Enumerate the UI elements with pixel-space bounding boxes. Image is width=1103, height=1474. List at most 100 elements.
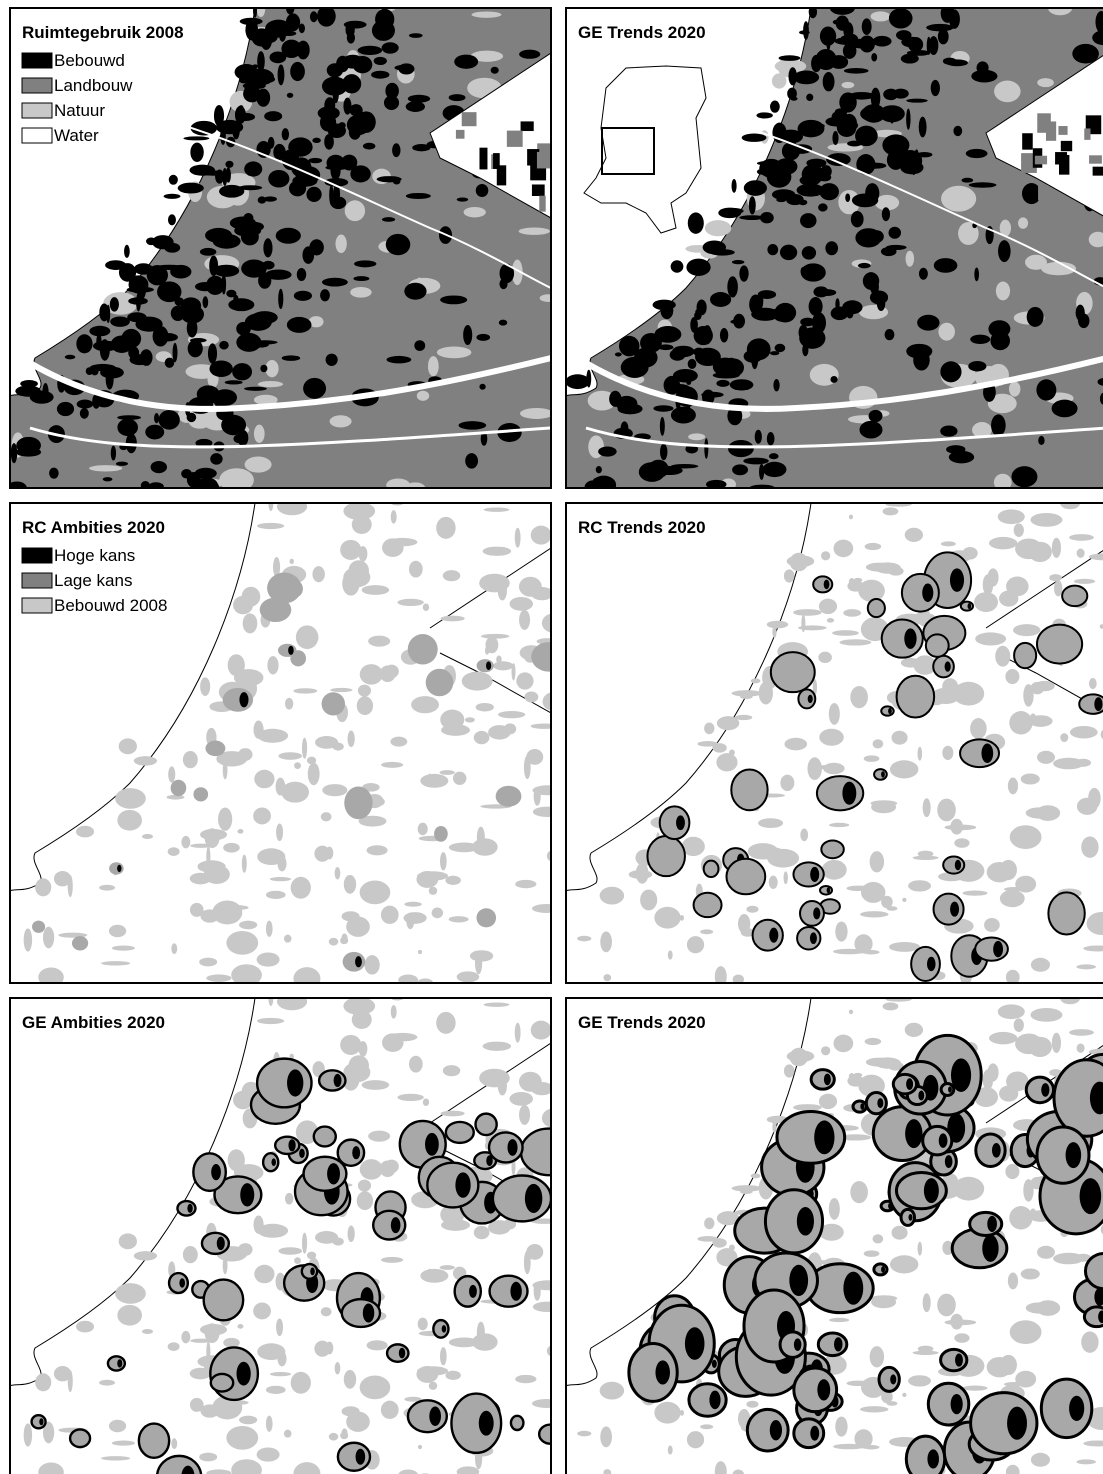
built-area — [187, 413, 197, 422]
built-2008 — [839, 639, 871, 645]
built-2008 — [542, 613, 566, 632]
map-figure: Ruimtegebruik 2008BebouwdLandbouwNatuurW… — [0, 0, 1103, 1474]
built-area — [146, 237, 156, 245]
built-2008 — [212, 900, 242, 924]
built-area — [375, 9, 394, 30]
built-2008 — [406, 913, 414, 929]
built-2008 — [291, 877, 311, 899]
built-area — [863, 272, 879, 290]
high-chance — [236, 1362, 250, 1386]
built-area — [830, 55, 849, 69]
high-chance — [794, 1338, 802, 1351]
built-area — [221, 415, 246, 435]
built-2008 — [293, 967, 320, 990]
built-2008 — [843, 609, 861, 617]
built-2008 — [277, 993, 307, 1010]
high-chance — [808, 695, 813, 703]
built-area — [591, 476, 616, 494]
built-area — [324, 134, 334, 150]
built-area — [124, 245, 130, 258]
built-2008 — [228, 654, 245, 676]
built-area — [1052, 400, 1078, 418]
built-area — [830, 376, 837, 383]
built-area — [322, 77, 347, 96]
built-area — [971, 70, 997, 83]
built-2008 — [302, 1233, 307, 1254]
built-area — [117, 419, 138, 436]
high-chance — [288, 646, 294, 655]
built-area — [80, 408, 89, 419]
built-area — [263, 238, 272, 257]
built-2008 — [746, 1401, 758, 1408]
built-area — [778, 130, 803, 144]
built-2008 — [285, 1193, 293, 1205]
built-area — [841, 35, 852, 40]
built-2008 — [700, 929, 713, 934]
high-chance — [904, 628, 916, 649]
built-2008 — [360, 881, 391, 905]
built-2008 — [908, 1375, 931, 1386]
high-chance — [117, 865, 121, 872]
built-2008 — [237, 829, 243, 834]
built-2008 — [474, 731, 490, 744]
built-area — [392, 143, 400, 157]
polder-field — [1093, 167, 1103, 176]
built-area — [966, 149, 988, 158]
built-2008 — [380, 665, 396, 682]
built-2008 — [1030, 513, 1062, 527]
built-2008 — [890, 1255, 918, 1273]
built-area — [159, 410, 180, 430]
built-2008 — [266, 1386, 286, 1394]
built-area — [173, 343, 178, 362]
nature-area — [464, 207, 486, 218]
built-area — [449, 94, 466, 101]
polder-field — [1035, 156, 1047, 165]
built-2008 — [850, 686, 868, 708]
built-area — [476, 334, 490, 341]
built-2008 — [257, 848, 285, 865]
low-chance — [926, 634, 949, 656]
built-2008 — [76, 826, 94, 838]
built-area — [354, 260, 376, 267]
panel-title: GE Trends 2020 — [578, 1013, 706, 1032]
polder-field — [1089, 155, 1102, 163]
panel-title: RC Trends 2020 — [578, 518, 706, 537]
built-2008 — [498, 1076, 507, 1095]
built-2008 — [285, 698, 293, 710]
built-2008 — [1000, 860, 1017, 880]
built-area — [934, 258, 958, 273]
built-2008 — [294, 762, 301, 769]
built-area — [695, 348, 721, 366]
built-2008 — [821, 1046, 830, 1055]
built-area — [241, 259, 267, 277]
low-chance — [476, 908, 496, 927]
built-area — [236, 333, 261, 352]
low-chance — [304, 1157, 347, 1191]
polder-field — [1055, 152, 1067, 164]
built-2008 — [932, 688, 960, 704]
built-2008 — [168, 1342, 180, 1351]
built-area — [671, 407, 696, 424]
high-chance — [179, 1278, 185, 1287]
built-2008 — [418, 1318, 428, 1331]
built-2008 — [181, 1331, 190, 1344]
built-2008 — [112, 1441, 135, 1446]
high-chance — [981, 744, 993, 763]
built-area — [919, 268, 928, 280]
built-area — [290, 62, 305, 81]
built-2008 — [1000, 1355, 1017, 1375]
built-area — [219, 185, 244, 198]
built-2008 — [294, 1257, 301, 1264]
low-chance — [726, 859, 765, 895]
built-area — [615, 352, 622, 356]
low-chance — [897, 676, 935, 718]
built-area — [330, 196, 346, 209]
built-2008 — [281, 782, 309, 803]
high-chance — [352, 1146, 360, 1159]
built-area — [264, 196, 277, 201]
high-chance — [951, 1394, 963, 1414]
built-2008 — [531, 1082, 553, 1095]
polder-field — [462, 112, 477, 126]
built-2008 — [687, 936, 704, 953]
built-2008 — [890, 760, 918, 778]
